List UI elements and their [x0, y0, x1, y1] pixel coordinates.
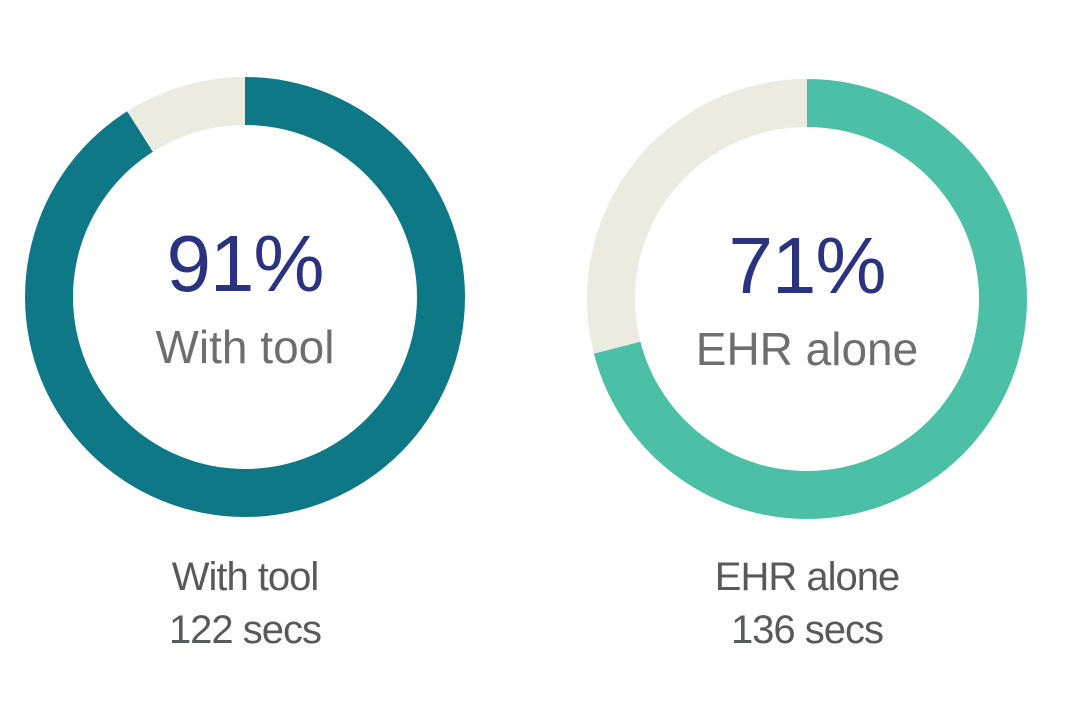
with-tool-percentage-value: 91%: [166, 219, 324, 308]
with-tool-center-label: With tool: [155, 321, 335, 373]
donut-chart-with-tool: 91% With tool: [25, 77, 465, 517]
donut-chart-ehr-alone: 71% EHR alone: [587, 79, 1027, 519]
ehr-alone-percentage-value: 71%: [728, 221, 886, 310]
with-tool-caption: With tool 122 secs: [25, 551, 465, 657]
ehr-alone-center-label: EHR alone: [695, 323, 919, 375]
donut-hole-with-tool: 91% With tool: [73, 125, 417, 469]
ehr-alone-caption-label: EHR alone: [714, 555, 900, 599]
with-tool-caption-seconds: 122 secs: [168, 608, 322, 652]
ehr-alone-caption: EHR alone 136 secs: [587, 551, 1027, 657]
donut-hole-ehr-alone: 71% EHR alone: [635, 127, 979, 471]
with-tool-caption-label: With tool: [171, 555, 320, 599]
ehr-alone-caption-seconds: 136 secs: [730, 608, 884, 652]
